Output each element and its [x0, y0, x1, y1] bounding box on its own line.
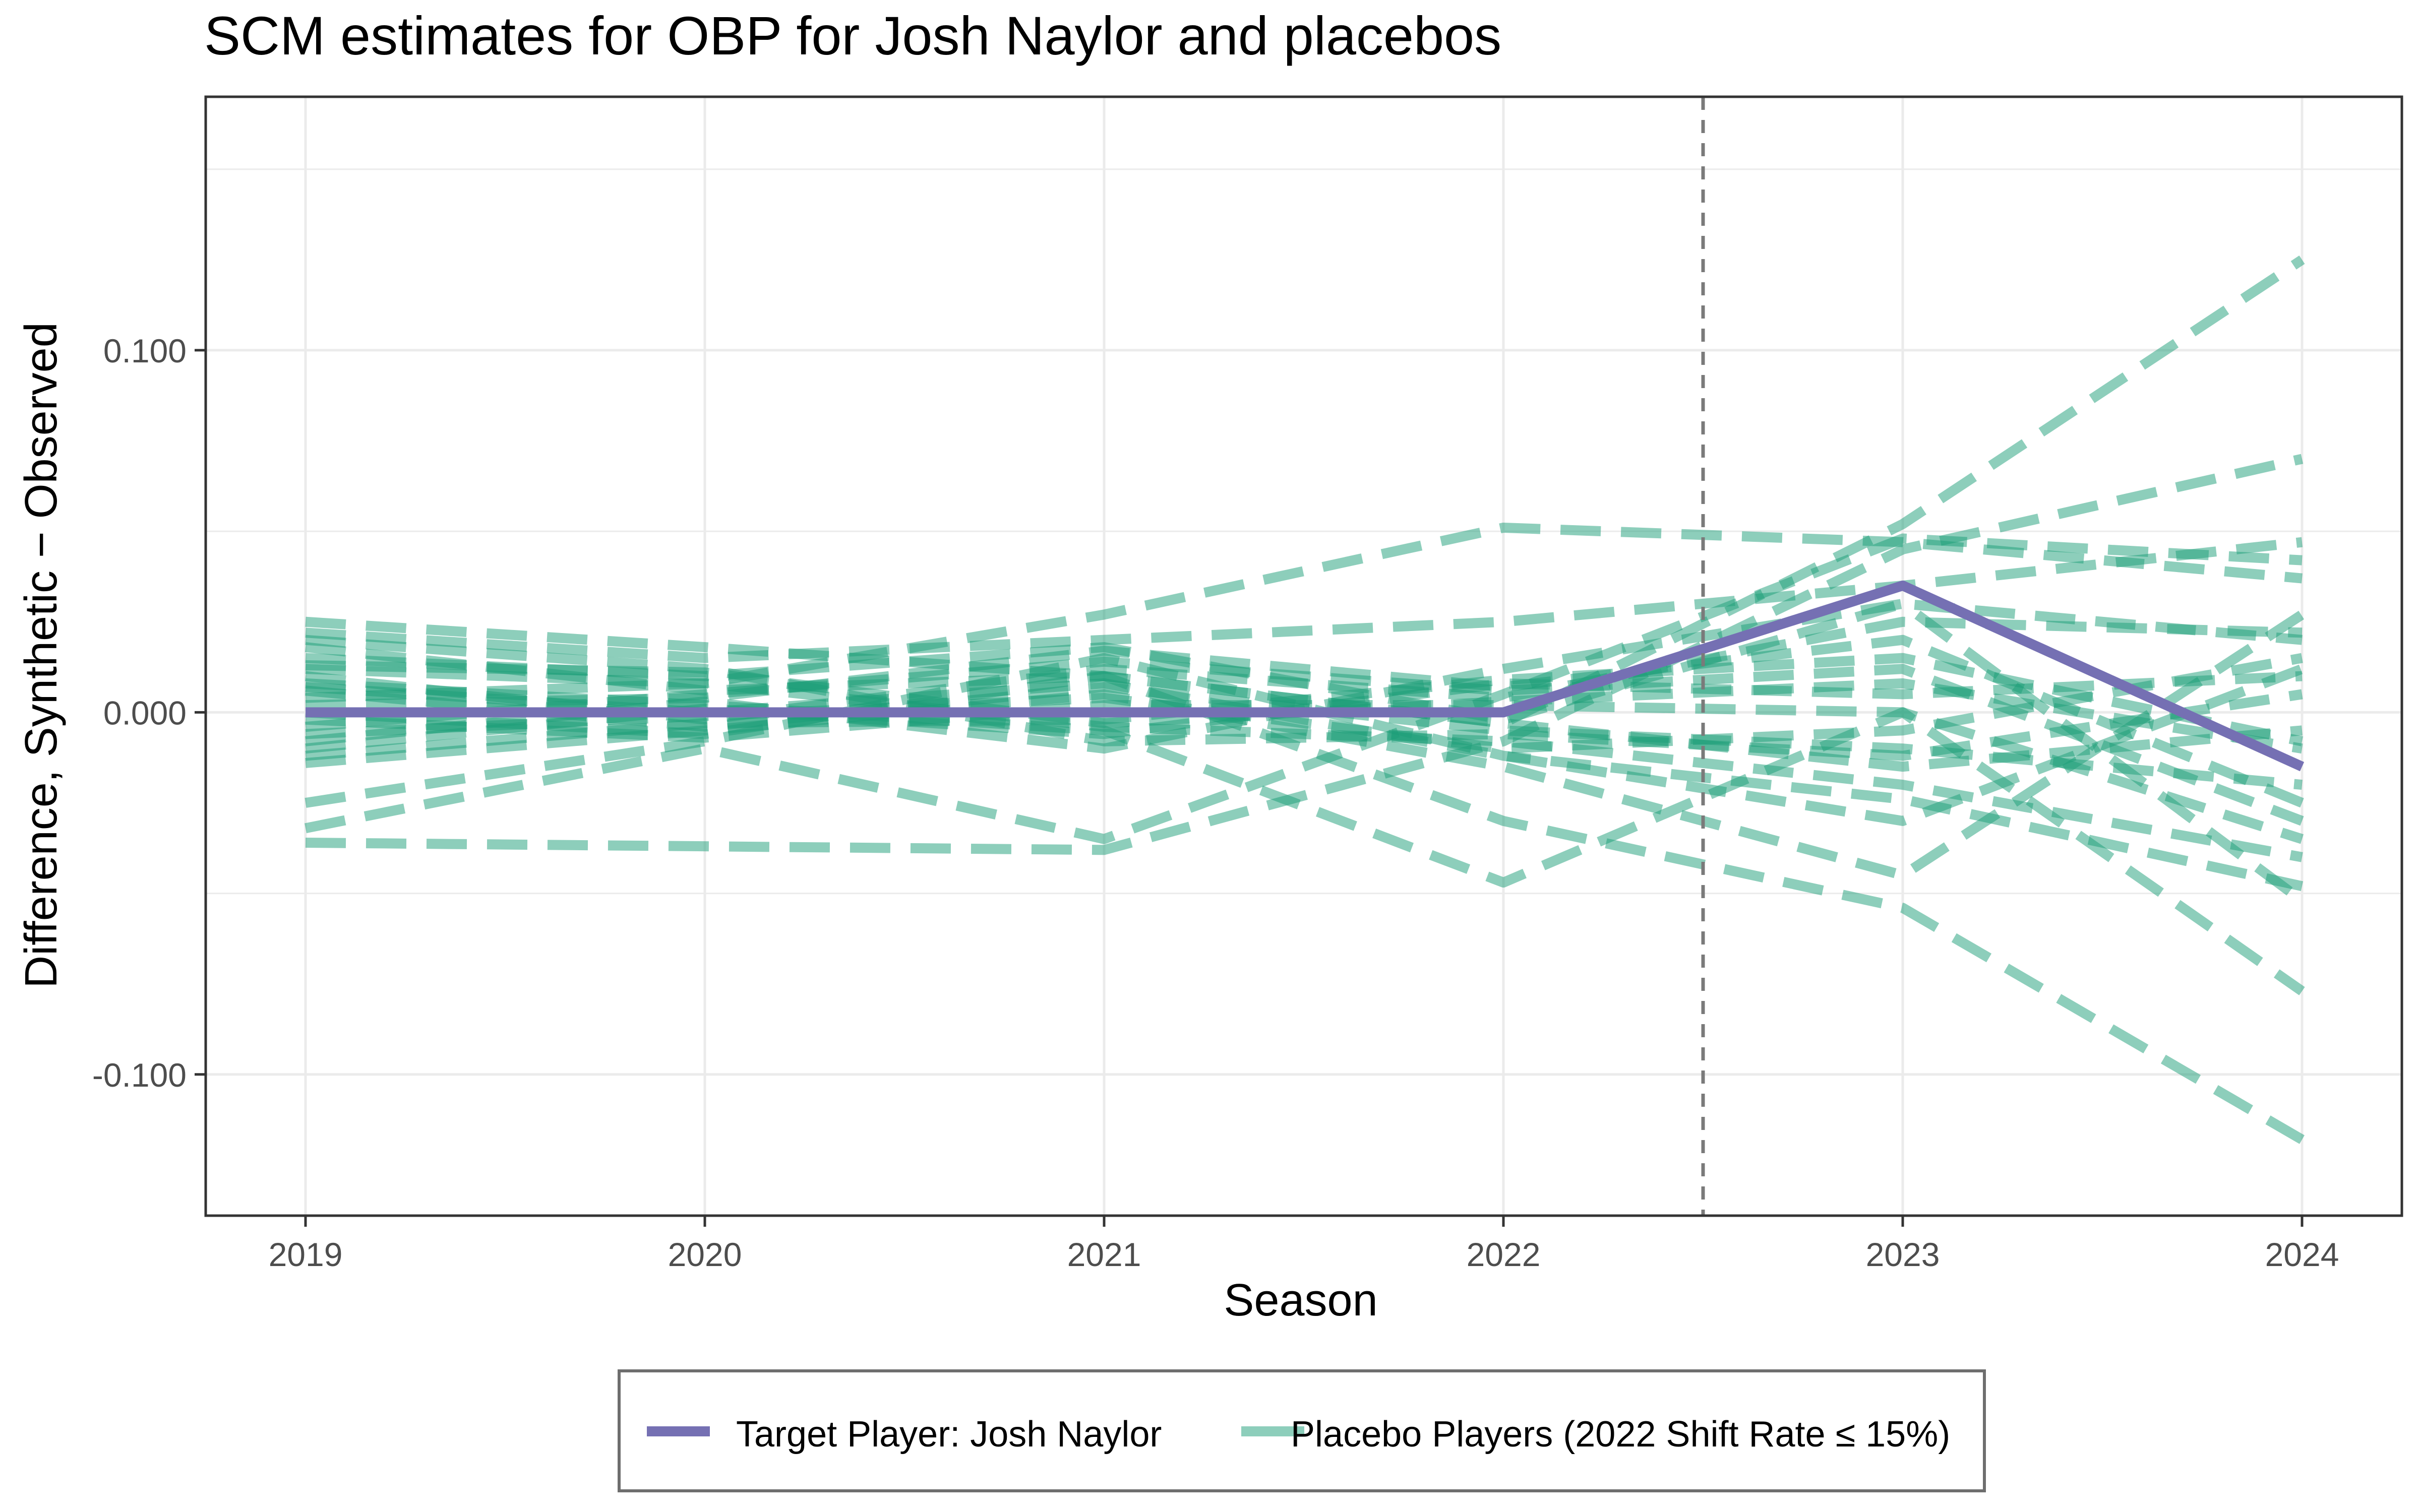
target-line — [306, 580, 2305, 772]
x-tick-label: 2020 — [668, 1236, 742, 1273]
y-tick-label: -0.100 — [92, 1056, 187, 1094]
x-tick-label: 2019 — [269, 1236, 343, 1273]
x-tick-label: 2024 — [2265, 1236, 2339, 1273]
legend-label-placebo: Placebo Players (2022 Shift Rate ≤ 15%) — [1291, 1414, 1950, 1455]
x-tick-label: 2023 — [1866, 1236, 1940, 1273]
placebo-line — [305, 700, 2304, 844]
legend-label-target: Target Player: Josh Naylor — [736, 1414, 1162, 1455]
target-lines — [306, 580, 2305, 772]
y-axis-title: Difference, Synthetic − Observed — [16, 322, 67, 988]
x-axis-title: Season — [1224, 1275, 1377, 1326]
placebo-line — [305, 537, 2303, 663]
chart-title: SCM estimates for OBP for Josh Naylor an… — [204, 5, 1501, 66]
x-axis: 2019 2020 2021 2022 2023 2024 — [269, 1216, 2339, 1273]
placebo-line — [305, 454, 2304, 855]
x-tick-label: 2022 — [1467, 1236, 1541, 1273]
placebo-line — [305, 653, 2304, 761]
y-axis: -0.100 0.000 0.100 — [92, 332, 206, 1094]
placebo-line — [305, 635, 2304, 808]
placebo-line — [305, 635, 2303, 761]
placebo-line — [305, 653, 2304, 891]
y-tick-label: 0.100 — [103, 332, 187, 369]
panel-border — [204, 95, 2403, 1217]
legend: Target Player: Josh Naylor Placebo Playe… — [618, 1369, 1986, 1492]
placebo-line — [305, 533, 2303, 844]
y-tick-label: 0.000 — [103, 694, 187, 731]
x-tick-label: 2021 — [1067, 1236, 1141, 1273]
